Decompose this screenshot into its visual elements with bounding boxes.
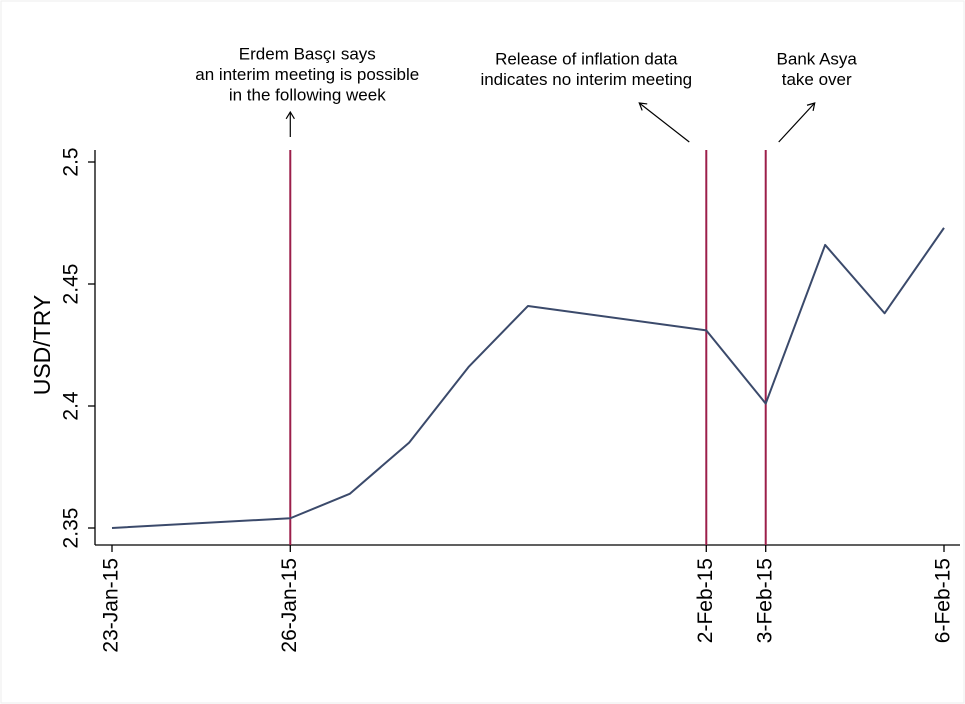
annotation-text: in the following week: [229, 85, 386, 104]
annotation-text: Release of inflation data: [495, 49, 678, 68]
x-tick-label: 6-Feb-15: [932, 558, 955, 643]
x-tick-label: 2-Feb-15: [694, 558, 717, 643]
annotation-arrow: [638, 102, 690, 143]
y-tick-label: 2.5: [60, 147, 83, 176]
data-line: [111, 227, 945, 529]
x-tick-label: 23-Jan-15: [100, 558, 123, 653]
y-tick-label: 2.35: [60, 508, 83, 549]
y-axis-title: USD/TRY: [29, 295, 55, 396]
annotation-arrow: [778, 102, 816, 143]
arrow-head: [285, 110, 295, 120]
x-tick-label: 26-Jan-15: [278, 558, 301, 653]
annotation-text: take over: [782, 70, 852, 89]
annotation-text: an interim meeting is possible: [195, 65, 419, 84]
annotation-text: Erdem Basçı says: [239, 44, 376, 63]
annotation-text: indicates no interim meeting: [480, 70, 692, 89]
arrow-head: [638, 102, 648, 111]
annotation-text: Bank Asya: [777, 49, 858, 68]
x-tick-label: 3-Feb-15: [753, 558, 776, 643]
y-tick-label: 2.4: [60, 391, 83, 421]
arrow-head: [806, 102, 816, 111]
y-tick-label: 2.45: [60, 264, 83, 305]
